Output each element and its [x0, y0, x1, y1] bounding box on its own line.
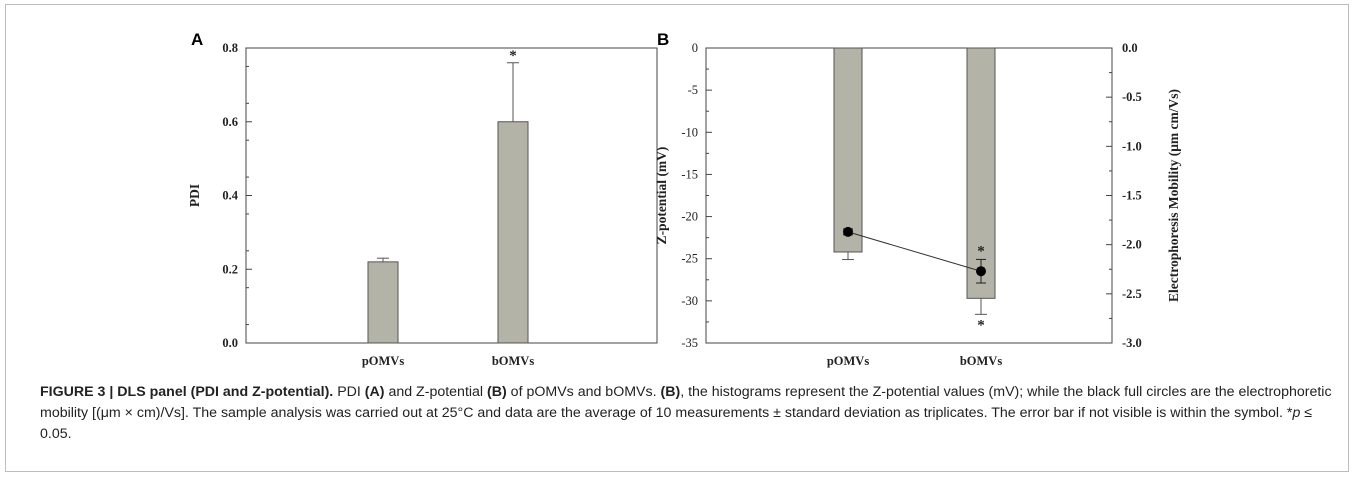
y-right-tick-label-b: 0.0: [1122, 41, 1138, 55]
y-axis-label-b: Z-potential (mV): [654, 147, 669, 245]
x-tick-label-a: pOMVs: [362, 354, 405, 368]
mobility-point: [976, 266, 986, 277]
caption-text-2: and Z-potential: [384, 384, 488, 400]
panel-letter-b: B: [657, 30, 669, 49]
caption-text-5: ≤ 0.05.: [40, 405, 1313, 442]
y-tick-label-a: 0.0: [222, 336, 238, 350]
caption-ref-b: (B): [487, 384, 507, 400]
y-axis-label-a: PDI: [187, 184, 202, 207]
y-tick-label-b: -35: [681, 336, 698, 350]
caption-ref-a: (A): [364, 384, 385, 400]
bar-a: [367, 261, 399, 344]
y-right-tick-label-b: -3.0: [1122, 336, 1142, 350]
y-right-tick-label-b: -0.5: [1122, 90, 1142, 104]
caption-label: FIGURE 3 | DLS panel (PDI and Z-potentia…: [40, 384, 334, 400]
mobility-point: [843, 226, 853, 237]
caption-p-symbol: p: [1292, 405, 1301, 421]
bar-b: [966, 47, 996, 299]
significance-marker-a: *: [509, 48, 517, 64]
plot-frame-a: [245, 47, 658, 344]
y-right-tick-label-b: -2.0: [1122, 238, 1142, 252]
y-tick-label-a: 0.8: [222, 41, 238, 55]
y-axis-label-right-b: Electrophoresis Mobility (μm cm/Vs): [1166, 89, 1181, 302]
bar-b: [833, 47, 863, 253]
x-tick-label-b: bOMVs: [960, 354, 1003, 368]
significance-marker-point-b: *: [977, 243, 985, 259]
caption-ref-b-2: (B): [660, 384, 681, 400]
bar-a: [497, 121, 529, 344]
y-tick-label-b: -25: [681, 252, 698, 266]
x-tick-label-a: bOMVs: [492, 354, 535, 368]
chart-b-z-potential: B 0 -5 -10 -15 -20 -25 -30 -35 0.0 -0.5 -1.0 -1.5 -2…: [654, 30, 1181, 368]
chart-a-pdi: A 0.0 0.2 0.4 0.6 0.8 PDI pOMVs * bOMVs: [187, 30, 658, 368]
y-tick-label-b: -5: [688, 83, 698, 97]
y-right-tick-label-b: -1.0: [1122, 139, 1142, 153]
x-tick-label-b: pOMVs: [827, 354, 870, 368]
y-tick-label-a: 0.4: [222, 189, 238, 203]
y-tick-label-b: -10: [681, 125, 698, 139]
y-right-tick-label-b: -2.5: [1122, 287, 1142, 301]
mobility-line: [847, 231, 982, 272]
y-tick-label-b: -30: [681, 294, 698, 308]
y-tick-label-b: -20: [681, 210, 698, 224]
figure-caption: FIGURE 3 | DLS panel (PDI and Z-potentia…: [40, 382, 1340, 445]
figure-canvas: A 0.0 0.2 0.4 0.6 0.8 PDI pOMVs * bOMVs B 0 -5 -10…: [187, 30, 1181, 368]
y-tick-label-b: 0: [692, 41, 698, 55]
y-tick-label-a: 0.2: [222, 262, 238, 276]
caption-text-4: , the histograms represent the Z-potenti…: [40, 384, 1332, 421]
y-tick-label-b: -15: [681, 167, 698, 181]
panel-letter-a: A: [191, 30, 203, 49]
y-tick-label-a: 0.6: [222, 115, 238, 129]
y-right-tick-label-b: -1.5: [1122, 189, 1142, 203]
caption-text-3: of pOMVs and bOMVs.: [506, 384, 661, 400]
significance-marker-bar-b: *: [977, 317, 985, 333]
figure-frame: A 0.0 0.2 0.4 0.6 0.8 PDI pOMVs * bOMVs B 0 -5 -10…: [5, 4, 1349, 472]
plot-frame-b: [705, 47, 1113, 344]
caption-text-1: PDI: [333, 384, 365, 400]
